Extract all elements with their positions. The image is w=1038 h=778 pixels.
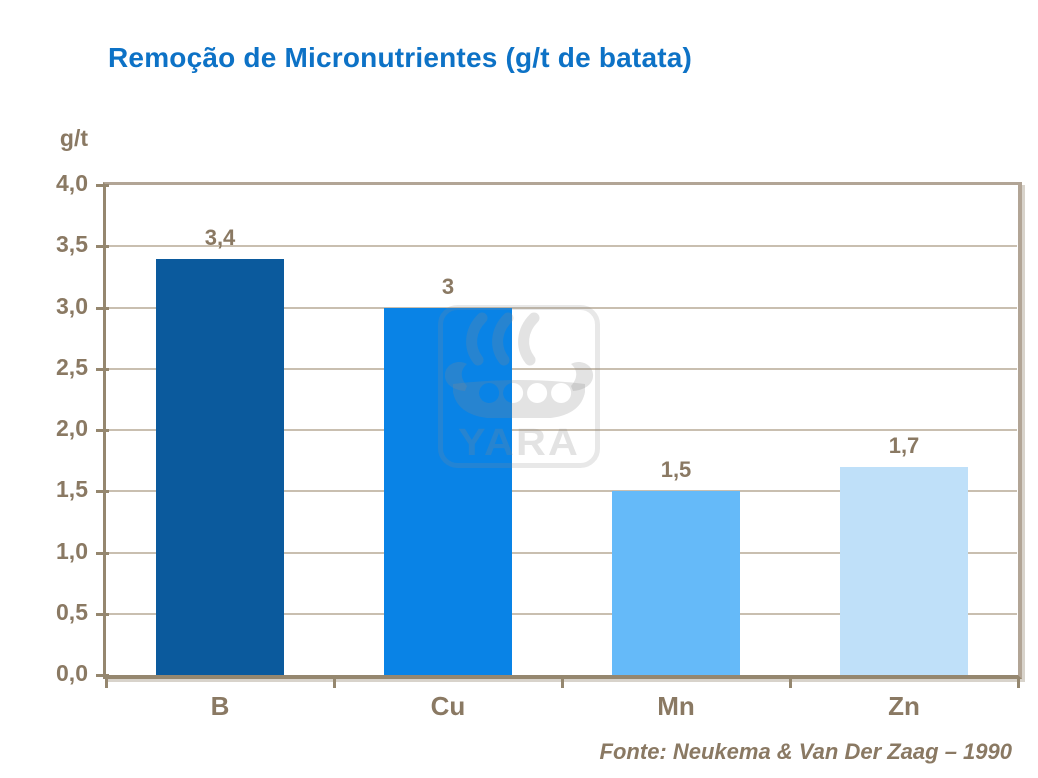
bar-Cu — [384, 307, 512, 675]
y-axis-tick — [96, 612, 109, 616]
y-tick-label: 3,5 — [56, 231, 88, 258]
watermark-text: YARA — [458, 422, 580, 464]
x-category-label: B — [210, 691, 230, 721]
y-tick-label: 2,5 — [56, 353, 88, 380]
bar-value-label: 3 — [441, 273, 455, 299]
ship-hull-icon — [444, 362, 594, 418]
y-tick-label: 4,0 — [56, 170, 88, 196]
gridline — [106, 612, 1017, 615]
yara-logo-icon: YARA — [438, 305, 600, 468]
y-tick-label: 1,0 — [56, 537, 88, 564]
bar-value-label: 1,5 — [660, 457, 692, 483]
y-axis-unit-label: g/t — [59, 125, 88, 151]
y-axis-tick — [96, 490, 109, 494]
y-tick-label: 3,0 — [56, 292, 88, 319]
x-axis-tick — [561, 679, 564, 688]
bar-value-label: 1,7 — [888, 432, 920, 458]
source-credit: Fonte: Neukema & Van Der Zaag – 1990 — [599, 739, 1012, 764]
y-tick-label: 2,0 — [56, 415, 88, 441]
x-axis-tick — [333, 679, 336, 688]
gridline — [106, 429, 1017, 431]
x-axis-tick — [1017, 679, 1020, 688]
bar-Zn — [840, 466, 968, 675]
bar-value-label: 3,4 — [204, 224, 236, 250]
bar-B — [156, 258, 284, 675]
watermark-border — [438, 305, 600, 468]
x-axis-tick — [789, 679, 792, 688]
x-category-label: Mn — [657, 691, 695, 721]
y-axis-tick — [96, 551, 109, 555]
yara-logo-watermark: YARA — [437, 304, 601, 469]
y-tick-label: 1,5 — [56, 476, 88, 503]
gridline — [106, 306, 1017, 309]
y-axis-tick — [96, 184, 109, 187]
x-axis-tick — [105, 679, 108, 688]
chart-title: Remoção de Micronutrientes (g/t de batat… — [108, 42, 693, 73]
gridline — [106, 245, 1017, 248]
bar-Mn — [612, 491, 740, 675]
y-axis-tick — [96, 674, 109, 677]
y-tick-label: 0,5 — [56, 598, 88, 625]
y-axis-tick — [96, 429, 109, 432]
gridline — [106, 551, 1017, 554]
x-category-label: Zn — [888, 691, 920, 721]
y-axis-tick — [96, 306, 109, 310]
y-tick-label: 0,0 — [56, 660, 88, 686]
y-axis-tick — [96, 245, 109, 249]
gridline — [106, 367, 1017, 370]
ship-sails-icon — [466, 312, 540, 366]
y-axis-tick — [96, 367, 109, 371]
gridline — [106, 490, 1017, 493]
x-category-label: Cu — [430, 691, 466, 721]
